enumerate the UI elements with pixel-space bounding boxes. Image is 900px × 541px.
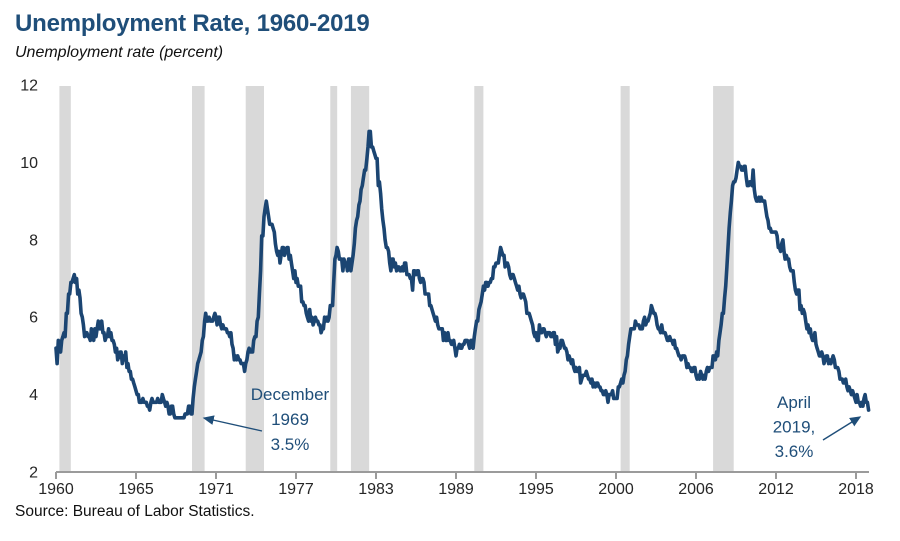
chart-y-axis-title: Unemployment rate (percent) [15, 44, 224, 61]
y-tick-label: 2 [29, 465, 38, 482]
x-tick-label: 1971 [198, 481, 234, 498]
y-tick-label: 8 [29, 232, 38, 249]
annotation-dec-1969-line: December [251, 385, 330, 404]
x-tick-label: 2018 [838, 481, 874, 498]
y-tick-label: 12 [20, 78, 38, 95]
annotation-dec-1969-arrow [202, 415, 263, 432]
source-note: Source: Bureau of Labor Statistics. [15, 503, 255, 520]
unemployment-rate-series [54, 129, 871, 420]
y-tick-label: 10 [20, 155, 38, 172]
recession-band [192, 86, 205, 471]
recession-band [245, 86, 264, 471]
chart-title: Unemployment Rate, 1960-2019 [15, 10, 370, 37]
annotation-apr-2019-line: April [777, 393, 811, 412]
x-tick-label: 1995 [518, 481, 554, 498]
annotation-apr-2019-arrow [822, 416, 862, 441]
annotation-dec-1969-line: 3.5% [271, 435, 310, 454]
x-axis [55, 471, 869, 479]
annotation-apr-2019-line: 3.6% [775, 442, 814, 461]
x-tick-label: 1965 [118, 481, 154, 498]
x-tick-label: 1960 [38, 481, 74, 498]
x-tick-label: 2000 [598, 481, 634, 498]
annotation-apr-2019-line: 2019, [773, 418, 816, 437]
x-tick-label: 1983 [358, 481, 394, 498]
x-tick-label: 1989 [438, 481, 474, 498]
y-tick-label: 6 [29, 310, 38, 327]
x-tick-label: 2012 [758, 481, 794, 498]
recession-band [59, 86, 71, 471]
recession-bands [59, 86, 734, 471]
unemployment-rate-line [54, 129, 871, 420]
recession-band [713, 86, 734, 471]
annotations: December 1969 3.5% April 2019, 3.6% [202, 385, 862, 461]
recession-band [474, 86, 484, 471]
y-axis-tick-labels: 12 10 8 6 4 2 [20, 78, 38, 482]
x-tick-label: 1977 [278, 481, 314, 498]
x-tick-label: 2006 [678, 481, 714, 498]
annotation-dec-1969-line: 1969 [271, 410, 309, 429]
y-tick-label: 4 [29, 387, 38, 404]
recession-band [620, 86, 630, 471]
x-axis-tick-labels: 1960 1965 1971 1977 1983 1989 1995 2000 2006 2012… [38, 481, 874, 498]
recession-band [350, 86, 370, 471]
